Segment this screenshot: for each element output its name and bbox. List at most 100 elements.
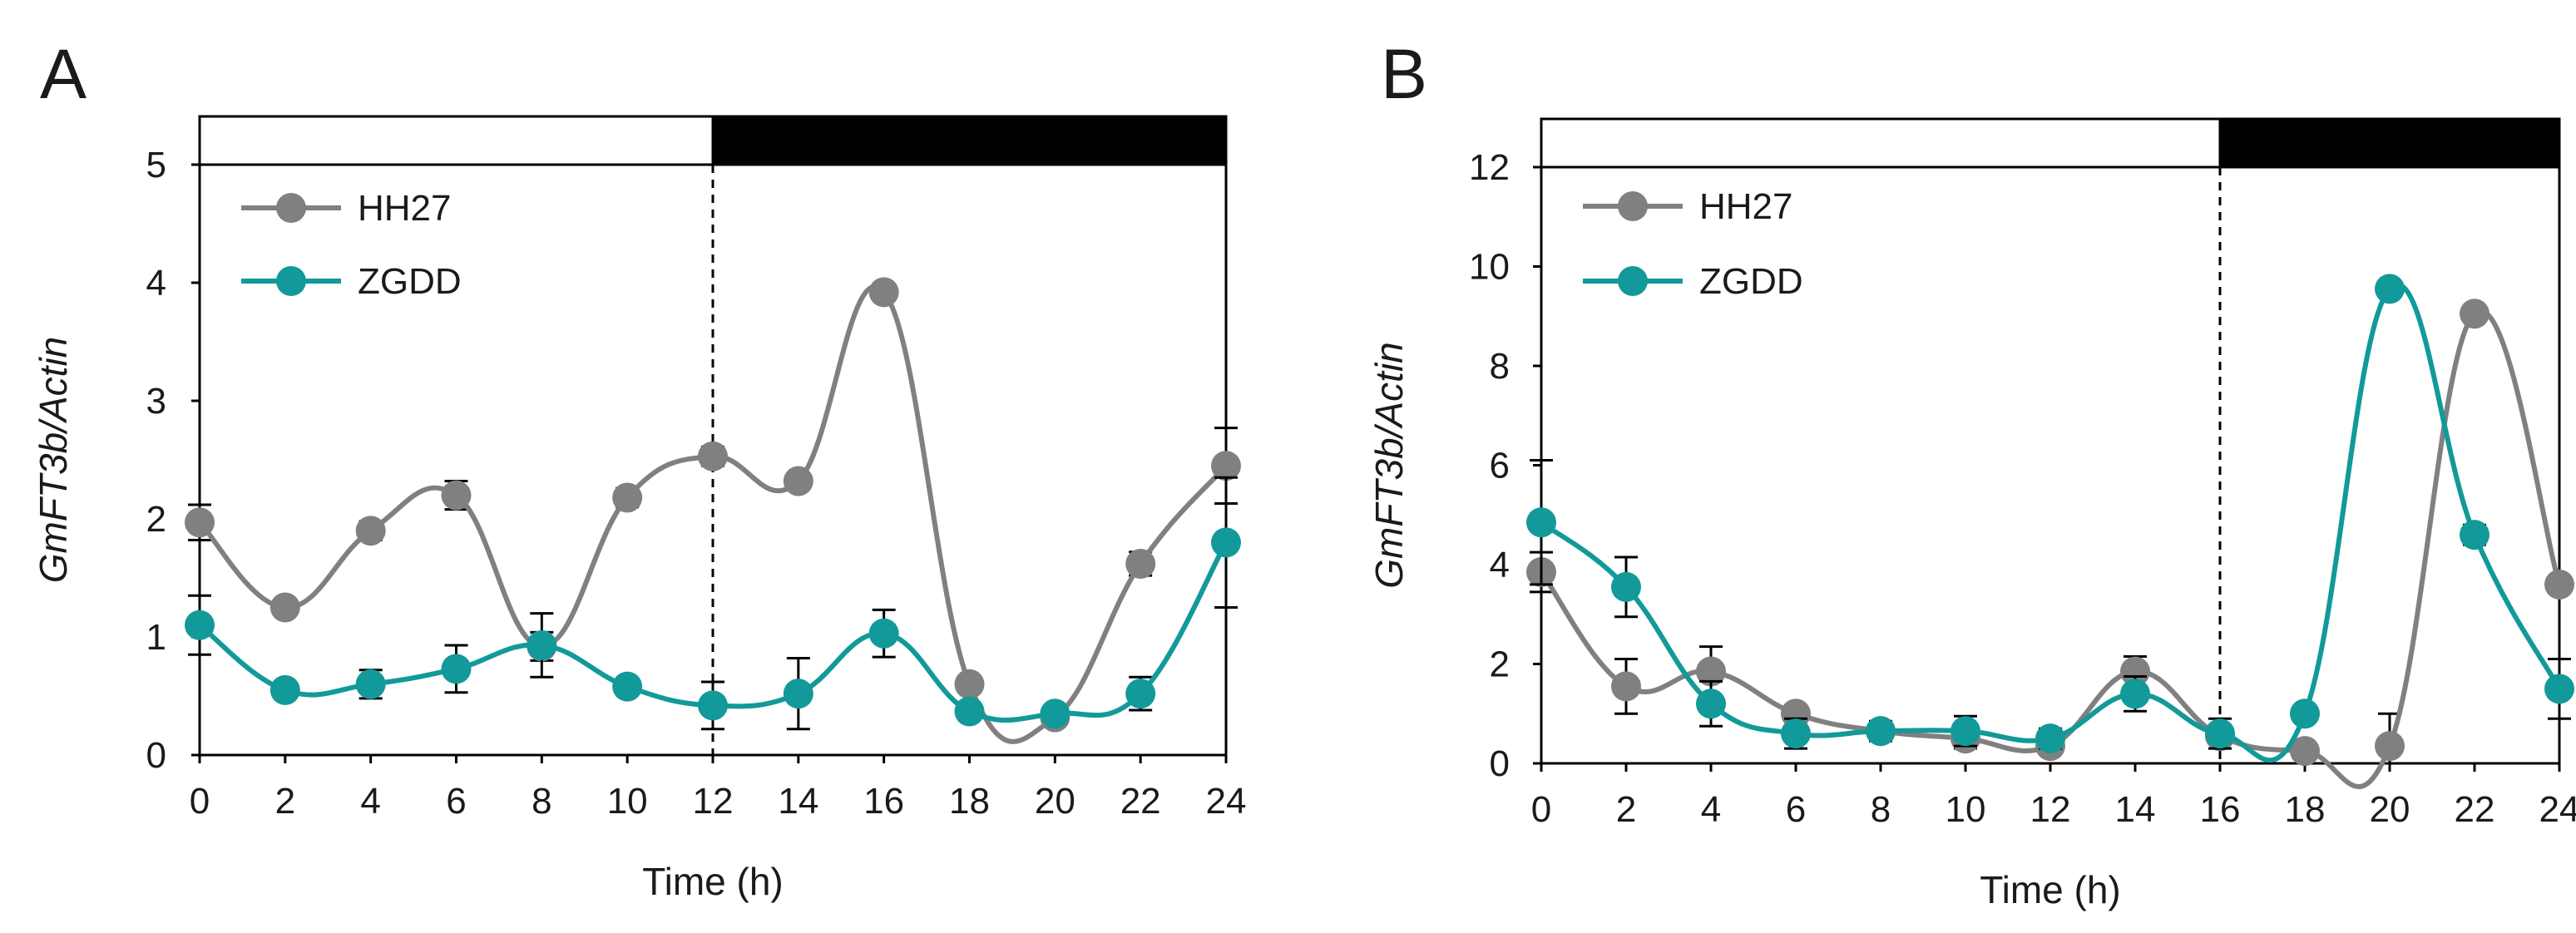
x-tick-label: 8 — [1871, 789, 1891, 830]
x-tick-label: 24 — [2539, 789, 2576, 830]
x-tick-label: 4 — [1701, 789, 1721, 830]
dark-period-bar — [2218, 117, 2561, 169]
x-tick-label: 4 — [360, 781, 380, 822]
data-point-zgdd — [1696, 689, 1726, 719]
x-tick-label: 22 — [1120, 781, 1161, 822]
data-point-zgdd — [1781, 718, 1811, 749]
legend-label-hh27: HH27 — [358, 188, 452, 229]
x-axis-title: Time (h) — [642, 860, 784, 903]
y-axis-title-gene: GmFT3b — [32, 432, 75, 583]
y-axis-title-reference: /Actin — [32, 337, 75, 435]
legend-label-zgdd: ZGDD — [358, 261, 462, 302]
x-tick-label: 12 — [693, 781, 734, 822]
x-tick-label: 18 — [949, 781, 990, 822]
data-point-hh27 — [1125, 548, 1156, 579]
data-point-zgdd — [612, 671, 643, 702]
data-point-zgdd — [954, 696, 985, 727]
data-point-hh27 — [1211, 451, 1241, 481]
y-tick-label: 6 — [1490, 446, 1510, 486]
y-tick-label: 4 — [146, 263, 166, 304]
x-tick-label: 10 — [607, 781, 648, 822]
x-tick-label: 6 — [446, 781, 466, 822]
data-point-hh27 — [868, 277, 899, 308]
data-point-zgdd — [185, 610, 215, 640]
x-tick-label: 18 — [2285, 789, 2326, 830]
light-period-bar — [198, 115, 714, 166]
data-point-hh27 — [269, 592, 300, 623]
x-tick-label: 0 — [190, 781, 210, 822]
y-axis-title-reference: /Actin — [1367, 342, 1411, 440]
x-tick-label: 22 — [2455, 789, 2495, 830]
legend-marker-hh27 — [276, 193, 306, 223]
y-tick-label: 8 — [1490, 346, 1510, 387]
y-axis-title-gene: GmFT3b — [1367, 437, 1411, 588]
x-tick-label: 14 — [778, 781, 818, 822]
data-point-zgdd — [527, 629, 557, 660]
x-tick-label: 24 — [1206, 781, 1247, 822]
data-point-hh27 — [954, 669, 985, 699]
y-tick-label: 2 — [1490, 644, 1510, 685]
data-point-zgdd — [783, 679, 813, 709]
data-point-hh27 — [2375, 731, 2405, 762]
y-axis-title: GmFT3b/Actin — [1367, 342, 1411, 589]
data-point-hh27 — [612, 482, 643, 513]
x-tick-label: 10 — [1946, 789, 1986, 830]
legend-marker-zgdd — [1618, 266, 1648, 296]
y-tick-label: 5 — [146, 145, 166, 185]
data-point-hh27 — [1696, 656, 1726, 687]
data-point-zgdd — [441, 654, 472, 684]
y-tick-label: 3 — [146, 381, 166, 422]
x-tick-label: 2 — [275, 781, 295, 822]
x-tick-label: 0 — [1531, 789, 1551, 830]
x-tick-label: 14 — [2115, 789, 2156, 830]
y-tick-label: 1 — [146, 617, 166, 658]
x-tick-label: 16 — [863, 781, 904, 822]
data-point-hh27 — [185, 507, 215, 538]
data-point-zgdd — [2460, 520, 2489, 550]
legend-label-zgdd: ZGDD — [1699, 261, 1803, 302]
data-point-hh27 — [355, 516, 386, 546]
legend-label-hh27: HH27 — [1699, 186, 1793, 227]
y-tick-label: 0 — [146, 735, 166, 776]
panel-label: B — [1381, 35, 1427, 113]
data-point-zgdd — [355, 669, 386, 699]
data-point-zgdd — [2375, 274, 2405, 304]
x-tick-label: 12 — [2030, 789, 2071, 830]
data-point-hh27 — [2120, 656, 2150, 687]
data-point-zgdd — [2035, 723, 2065, 754]
y-axis-title: GmFT3b/Actin — [32, 337, 75, 584]
data-point-hh27 — [2460, 299, 2489, 329]
data-point-zgdd — [2544, 674, 2574, 704]
data-point-zgdd — [1211, 527, 1241, 558]
light-period-bar — [1540, 117, 2222, 169]
x-tick-label: 20 — [1035, 781, 1075, 822]
data-point-hh27 — [783, 466, 813, 496]
y-tick-label: 12 — [1469, 147, 1510, 188]
x-tick-label: 8 — [532, 781, 551, 822]
data-point-zgdd — [868, 618, 899, 649]
data-point-zgdd — [2205, 718, 2235, 749]
data-point-hh27 — [441, 480, 472, 511]
data-point-zgdd — [1866, 716, 1896, 747]
data-point-zgdd — [2120, 679, 2150, 709]
x-tick-label: 2 — [1616, 789, 1636, 830]
legend-marker-hh27 — [1618, 191, 1648, 221]
data-point-zgdd — [2290, 699, 2320, 729]
data-point-zgdd — [1040, 699, 1070, 729]
y-tick-label: 10 — [1469, 247, 1510, 288]
x-axis-title: Time (h) — [1980, 868, 2121, 911]
y-tick-label: 0 — [1490, 743, 1510, 784]
y-tick-label: 2 — [146, 499, 166, 540]
data-point-zgdd — [698, 690, 728, 721]
data-point-zgdd — [1125, 679, 1156, 709]
x-tick-label: 6 — [1786, 789, 1806, 830]
x-tick-label: 16 — [2200, 789, 2241, 830]
data-point-zgdd — [1951, 716, 1980, 747]
data-point-hh27 — [698, 441, 728, 471]
x-tick-label: 20 — [2370, 789, 2410, 830]
legend-marker-zgdd — [276, 266, 306, 296]
data-point-hh27 — [2544, 569, 2574, 600]
